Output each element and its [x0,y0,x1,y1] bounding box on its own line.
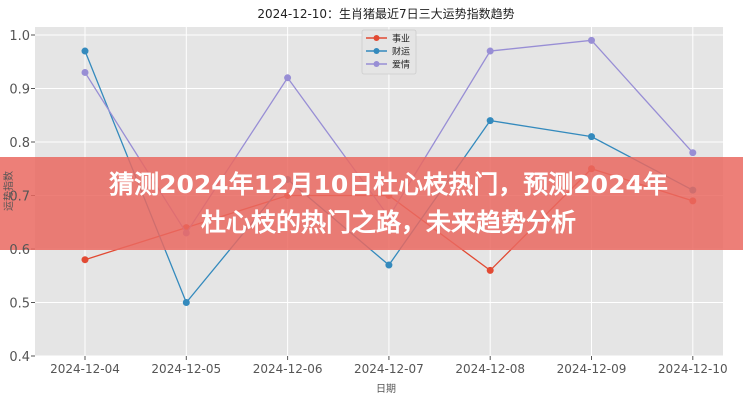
data-point [182,299,190,306]
chart-title: 2024-12-10：生肖猪最近7日三大运势指数趋势 [257,6,514,21]
data-point [81,256,89,264]
x-tick-label: 2024-12-09 [557,362,627,376]
x-tick-label: 2024-12-07 [354,362,424,376]
data-point [81,68,89,76]
data-point [588,133,595,141]
data-point [486,47,494,55]
x-tick-label: 2024-12-04 [50,362,120,376]
legend-label: 事业 [392,33,410,45]
legend-marker [373,61,380,67]
legend-marker [373,48,380,54]
data-point [385,261,393,269]
headline-line-1: 猜测2024年12月10日杜心枝热门，预测2024年 [109,169,668,199]
x-tick-label: 2024-12-06 [253,362,323,376]
headline-banner: 猜测2024年12月10日杜心枝热门，预测2024年 杜心枝的热门之路，未来趋势… [0,157,743,250]
data-point [486,117,494,125]
data-point [284,74,292,82]
x-tick-label: 2024-12-05 [151,362,221,376]
headline-line-2: 杜心枝的热门之路，未来趋势分析 [200,207,576,237]
data-point [81,47,89,55]
x-tick-label: 2024-12-10 [658,362,728,376]
data-point [588,36,595,44]
legend-marker [373,35,380,41]
data-point [486,266,494,274]
data-point [689,149,697,157]
legend-label: 爱情 [392,59,410,71]
x-tick-label: 2024-12-08 [455,362,525,376]
x-axis-label: 日期 [376,383,396,395]
legend-label: 财运 [392,46,410,58]
